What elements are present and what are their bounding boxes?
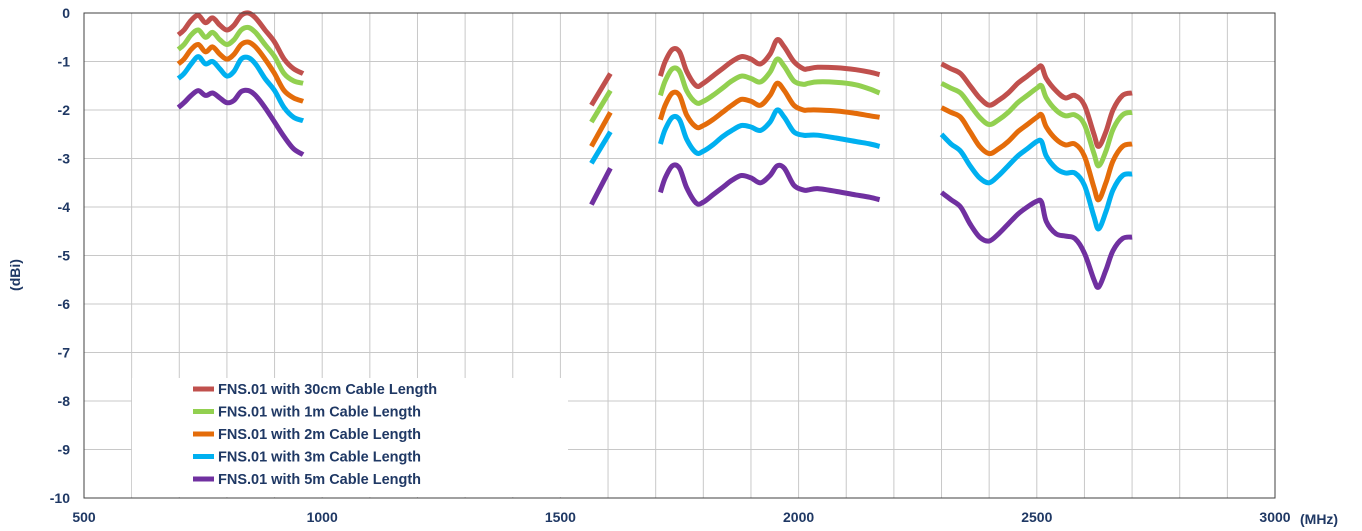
y-tick-label: -3 xyxy=(58,151,71,167)
x-tick-label: 2000 xyxy=(783,509,814,525)
series-line-5 xyxy=(178,90,303,154)
legend-label: FNS.01 with 30cm Cable Length xyxy=(218,382,437,398)
x-tick-label: 1000 xyxy=(307,509,338,525)
y-tick-label: -10 xyxy=(50,490,70,506)
y-tick-label: -2 xyxy=(58,102,71,118)
y-tick-label: -8 xyxy=(58,393,71,409)
x-axis-label: (MHz) xyxy=(1300,511,1338,527)
legend: FNS.01 with 30cm Cable Length FNS.01 with… xyxy=(132,378,568,497)
y-tick-label: -9 xyxy=(58,442,71,458)
x-tick-label: 500 xyxy=(72,509,96,525)
x-tick-label: 1500 xyxy=(545,509,576,525)
x-tick-label: 3000 xyxy=(1259,509,1290,525)
y-axis-label: (dBi) xyxy=(7,259,23,291)
legend-label: FNS.01 with 3m Cable Length xyxy=(218,450,421,466)
y-tick-label: -5 xyxy=(58,248,71,264)
y-tick-label: 0 xyxy=(62,5,70,21)
y-tick-label: -1 xyxy=(58,54,71,70)
y-tick-label: -4 xyxy=(58,199,71,215)
y-tick-label: -7 xyxy=(58,345,71,361)
x-tick-label: 2500 xyxy=(1021,509,1052,525)
y-tick-label: -6 xyxy=(58,296,71,312)
legend-label: FNS.01 with 2m Cable Length xyxy=(218,427,421,443)
legend-label: FNS.01 with 1m Cable Length xyxy=(218,405,421,421)
legend-label: FNS.01 with 5m Cable Length xyxy=(218,472,421,488)
